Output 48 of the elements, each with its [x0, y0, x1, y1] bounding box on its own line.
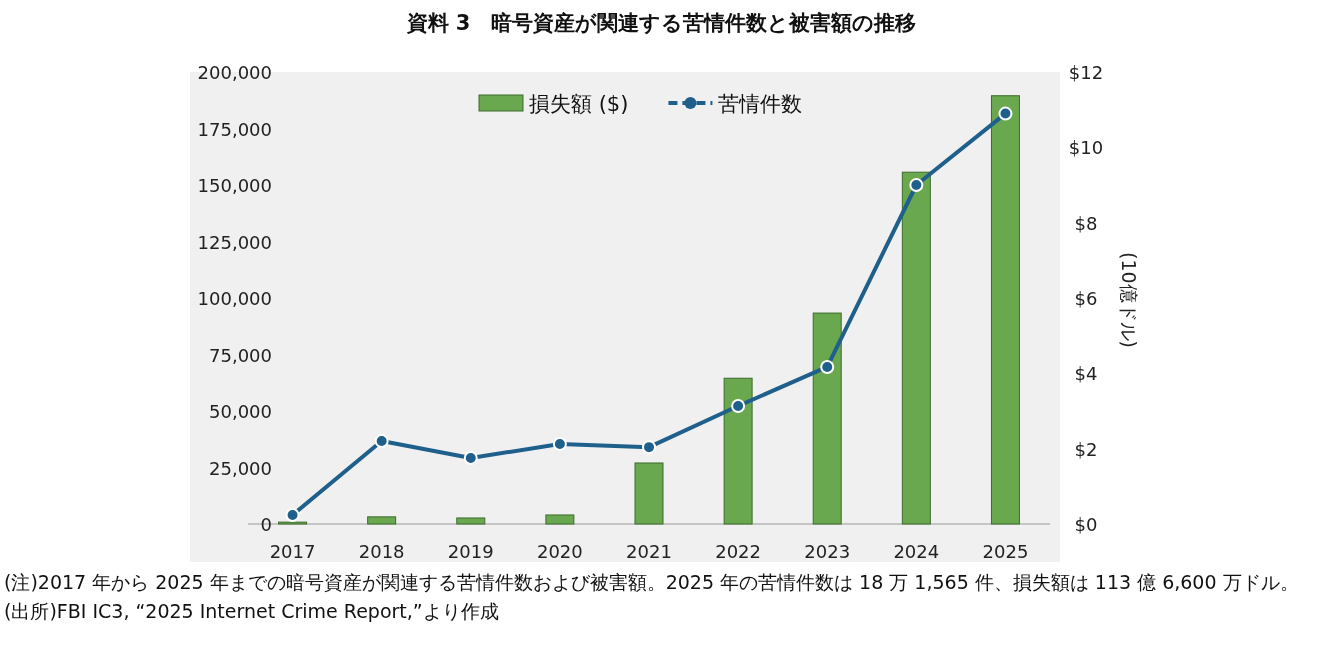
y2-tick-label: $12: [1068, 62, 1104, 83]
x-tick-label: 2022: [715, 541, 762, 562]
point: [642, 440, 656, 455]
y-tick-label: 150,000: [197, 175, 272, 196]
x-tick-label: 2020: [536, 541, 583, 562]
x-tick-label: 2018: [358, 541, 405, 562]
y-tick-label: 175,000: [197, 118, 272, 140]
point: [909, 178, 924, 192]
x-tick-label: 2023: [804, 541, 851, 562]
x-tick-label: 2025: [982, 541, 1029, 562]
text: (出所)FBI IC3, “2025 Internet Crime Report,”より作成: [4, 599, 500, 624]
bar: [634, 462, 664, 525]
legend-label: 損失額 ($): [529, 92, 629, 116]
point: [998, 106, 1013, 121]
point: [285, 507, 300, 522]
y2-tick-label: $0: [1074, 514, 1098, 535]
point: [552, 437, 567, 451]
text: (注)2017 年から 2025 年までの暗号資産が関連する苦情件数および被害額。2025 年の苦情件数は 18 万 1,565 件、損失額は 113 億 6,600 万ドル。: [4, 570, 1300, 595]
y-tick-label: 0: [260, 514, 272, 535]
bar: [812, 312, 842, 525]
x-tick-label: 2021: [626, 541, 672, 562]
y-tick-label: 200,000: [197, 62, 272, 83]
bar: [367, 516, 397, 525]
y-tick-label: 100,000: [197, 288, 272, 309]
point: [731, 399, 746, 414]
y-tick-label: 75,000: [209, 344, 272, 366]
y2-tick-label: $2: [1074, 438, 1098, 460]
y2-tick-label: $10: [1068, 137, 1104, 159]
y-tick-label: 25,000: [209, 457, 272, 479]
legend-label: 苦情件数: [718, 92, 803, 116]
y2-tick-label: $4: [1074, 363, 1098, 385]
y2-tick-label: $8: [1074, 212, 1098, 234]
bar: [901, 171, 931, 525]
bar: [545, 514, 575, 525]
point: [820, 359, 835, 374]
bar: [723, 377, 753, 525]
x-tick-label: 2017: [269, 541, 316, 562]
y-tick-label: 50,000: [209, 401, 272, 422]
bar: [456, 517, 486, 525]
x-tick-label: 2024: [893, 541, 940, 562]
y-tick-label: 125,000: [197, 231, 272, 253]
chart-title: 資料 3 暗号資産が関連する苦情件数と被害額の推移: [405, 11, 917, 35]
point: [374, 434, 389, 449]
y2-tick-label: $6: [1074, 288, 1098, 309]
point: [463, 451, 478, 466]
x-tick-label: 2019: [447, 541, 494, 562]
y2-axis-title: (10億ドル): [1118, 251, 1140, 349]
bar: [990, 95, 1020, 525]
